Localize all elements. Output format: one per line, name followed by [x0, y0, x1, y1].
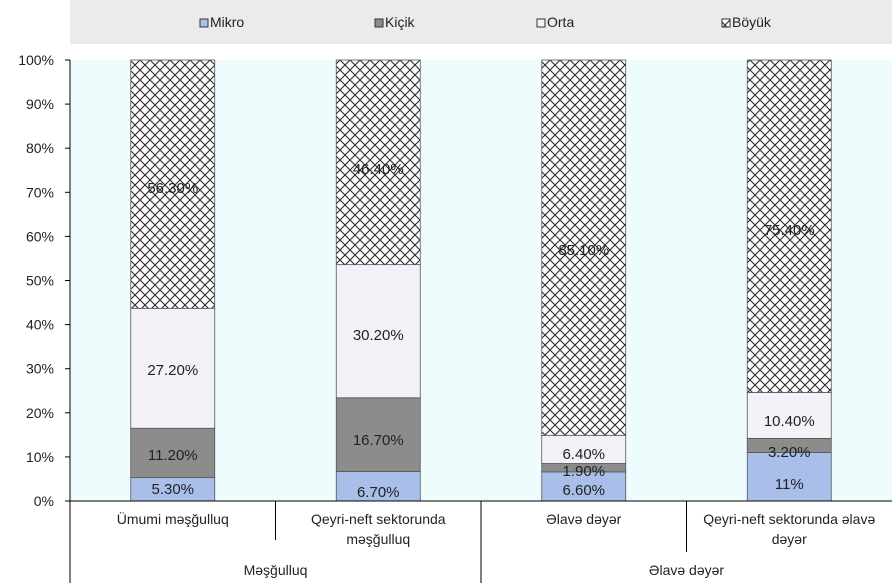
bar-segment-orta	[335, 264, 421, 399]
bar-segment-mikro	[746, 452, 832, 502]
legend-label-orta: Orta	[547, 14, 574, 30]
y-tick-label: 100%	[18, 52, 54, 68]
bar-segment-kicik	[335, 397, 421, 472]
data-label: 56.30%	[147, 180, 198, 197]
y-tick-label: 0%	[34, 493, 54, 509]
data-label: 3.20%	[768, 444, 811, 461]
data-label: 16.70%	[353, 432, 404, 449]
bar-segment-boyuk	[130, 59, 216, 309]
category-label: məşğulluq	[346, 531, 410, 547]
data-label: 6.40%	[562, 446, 605, 463]
data-label: 5.30%	[151, 481, 194, 498]
data-label: 6.70%	[357, 484, 400, 501]
legend-label-mikro: Mikro	[210, 14, 244, 30]
legend-label-boyuk: Böyük	[732, 14, 772, 30]
category-label: Qeyri-neft sektorunda əlavə	[703, 511, 875, 527]
y-tick-label: 60%	[26, 228, 54, 244]
bar-segment-orta	[541, 434, 627, 464]
y-tick-label: 20%	[26, 405, 54, 421]
category-label: dəyər	[772, 531, 807, 547]
y-tick-label: 80%	[26, 140, 54, 156]
data-label: 1.90%	[562, 463, 605, 480]
bar-segment-mikro	[541, 471, 627, 502]
data-label: 10.40%	[764, 413, 815, 430]
group-label: Əlavə dəyər	[649, 562, 724, 578]
legend-swatch-boyuk	[721, 18, 731, 28]
y-tick-label: 70%	[26, 184, 54, 200]
legend-swatch-mikro	[199, 18, 209, 28]
bar-segment-boyuk	[746, 59, 832, 393]
bar-segment-boyuk	[541, 59, 627, 436]
y-tick-label: 50%	[26, 273, 54, 289]
plot-area: 5.30% 11.20% 27.20% 56.30% 6.70% 16.70% 30.20%…	[70, 59, 892, 502]
bar-segment-orta	[746, 392, 832, 439]
data-label: 11%	[775, 476, 804, 493]
bar-segment-orta	[130, 307, 216, 429]
bar-segment-kicik	[130, 427, 216, 479]
category-label: Ümumi məşğulluq	[117, 510, 229, 527]
data-label: 6.60%	[562, 482, 605, 499]
data-label: 11.20%	[148, 447, 198, 464]
data-label: 30.20%	[353, 327, 404, 344]
category-label: Qeyri-neft sektorunda	[311, 511, 446, 527]
y-tick-label: 90%	[26, 96, 54, 112]
category-label: Əlavə dəyər	[546, 511, 621, 527]
bar-segment-boyuk	[335, 59, 421, 266]
data-label: 46.40%	[353, 161, 404, 178]
legend-swatch-kicik	[374, 18, 384, 28]
legend-label-kicik: Kiçik	[385, 14, 416, 30]
group-label: Məşğulluq	[244, 562, 308, 578]
y-tick-label: 30%	[26, 361, 54, 377]
legend-swatch-orta	[536, 18, 546, 28]
legend: Mikro Kiçik Orta Böyük	[70, 0, 892, 44]
axes: 0% 10% 20% 30% 40% 50% 60% 70% 80% 90% 100% Ümumi m…	[18, 52, 892, 583]
data-label: 85.10%	[558, 242, 609, 259]
y-tick-label: 40%	[26, 317, 54, 333]
data-label: 27.20%	[147, 362, 198, 379]
y-tick-label: 10%	[26, 449, 54, 465]
data-label: 75.40%	[764, 222, 815, 239]
